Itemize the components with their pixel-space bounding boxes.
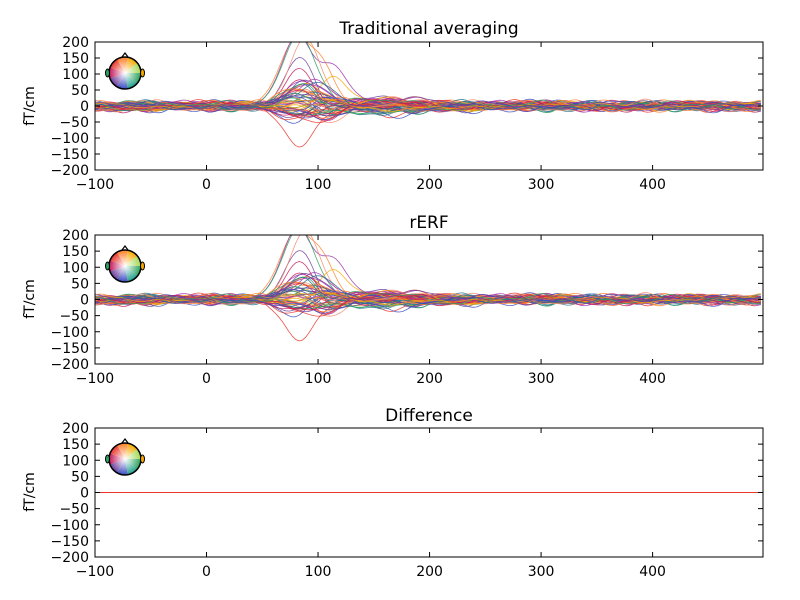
channel-trace [95,290,761,313]
y-tick-label: 50 [71,469,89,485]
channel-trace [95,235,761,304]
y-axis-label: fT/cm [22,86,38,126]
y-tick-label: 50 [71,83,89,99]
y-tick-label: −100 [51,518,89,534]
x-tick-label: 400 [639,371,666,387]
panel-title: rERF [409,213,448,233]
channel-trace [95,94,761,110]
y-tick-label: −50 [59,115,89,131]
x-tick-label: 300 [528,371,555,387]
y-tick-label: 50 [71,276,89,292]
y-tick-label: 150 [62,244,89,260]
y-tick-label: 0 [80,99,89,115]
trace-group [95,42,761,148]
y-tick-label: −50 [59,309,89,325]
channel-trace [95,281,761,306]
y-tick-label: 100 [62,453,89,469]
y-tick-label: −200 [51,357,89,373]
channel-trace [95,42,761,110]
x-tick-label: 0 [202,371,211,387]
panel-traditional-averaging: Traditional averaging fT/cm 200150100500… [22,19,764,193]
channel-trace [95,235,761,304]
panel-title: Difference [385,406,473,426]
y-tick-label: −200 [51,550,89,566]
x-tick-label: −100 [76,371,114,387]
trace-group [95,235,761,342]
y-tick-label: −150 [51,147,89,163]
sensor-topomap [105,245,145,283]
y-axis-label: fT/cm [22,472,38,512]
x-tick-label: 100 [305,564,332,580]
channel-trace [95,42,761,111]
y-tick-label: −150 [51,534,89,550]
channel-trace [95,96,761,119]
channel-trace [95,42,761,110]
y-axis-label: fT/cm [22,279,38,319]
channel-trace [95,235,761,304]
panel-difference: Difference fT/cm 200150100500−50−100−150… [22,406,764,580]
x-tick-label: 400 [639,564,666,580]
y-tick-label: 150 [62,437,89,453]
x-tick-label: 0 [202,177,211,193]
channel-trace [95,287,761,303]
sensor-topomap [105,438,145,476]
y-tick-label: −100 [51,131,89,147]
y-tick-label: 0 [80,486,89,502]
y-tick-label: 0 [80,293,89,309]
y-tick-label: 200 [62,35,89,51]
x-tick-label: −100 [76,177,114,193]
x-tick-label: 300 [528,177,555,193]
y-tick-label: −100 [51,325,89,341]
x-tick-label: 100 [305,371,332,387]
y-tick-label: 200 [62,228,89,244]
x-tick-label: 200 [416,371,443,387]
y-tick-label: −150 [51,341,89,357]
sensor-topomap [105,52,145,90]
x-tick-label: 200 [416,177,443,193]
x-tick-label: 100 [305,177,332,193]
channel-trace [95,88,761,113]
y-tick-label: 150 [62,51,89,67]
y-tick-label: 200 [62,421,89,437]
x-tick-label: −100 [76,564,114,580]
y-tick-label: −200 [51,163,89,179]
y-tick-label: −50 [59,502,89,518]
y-tick-label: 100 [62,260,89,276]
y-tick-label: 100 [62,67,89,83]
x-tick-label: 0 [202,564,211,580]
panel-title: Traditional averaging [338,19,518,39]
x-tick-label: 300 [528,564,555,580]
x-tick-label: 200 [416,564,443,580]
x-tick-label: 400 [639,177,666,193]
